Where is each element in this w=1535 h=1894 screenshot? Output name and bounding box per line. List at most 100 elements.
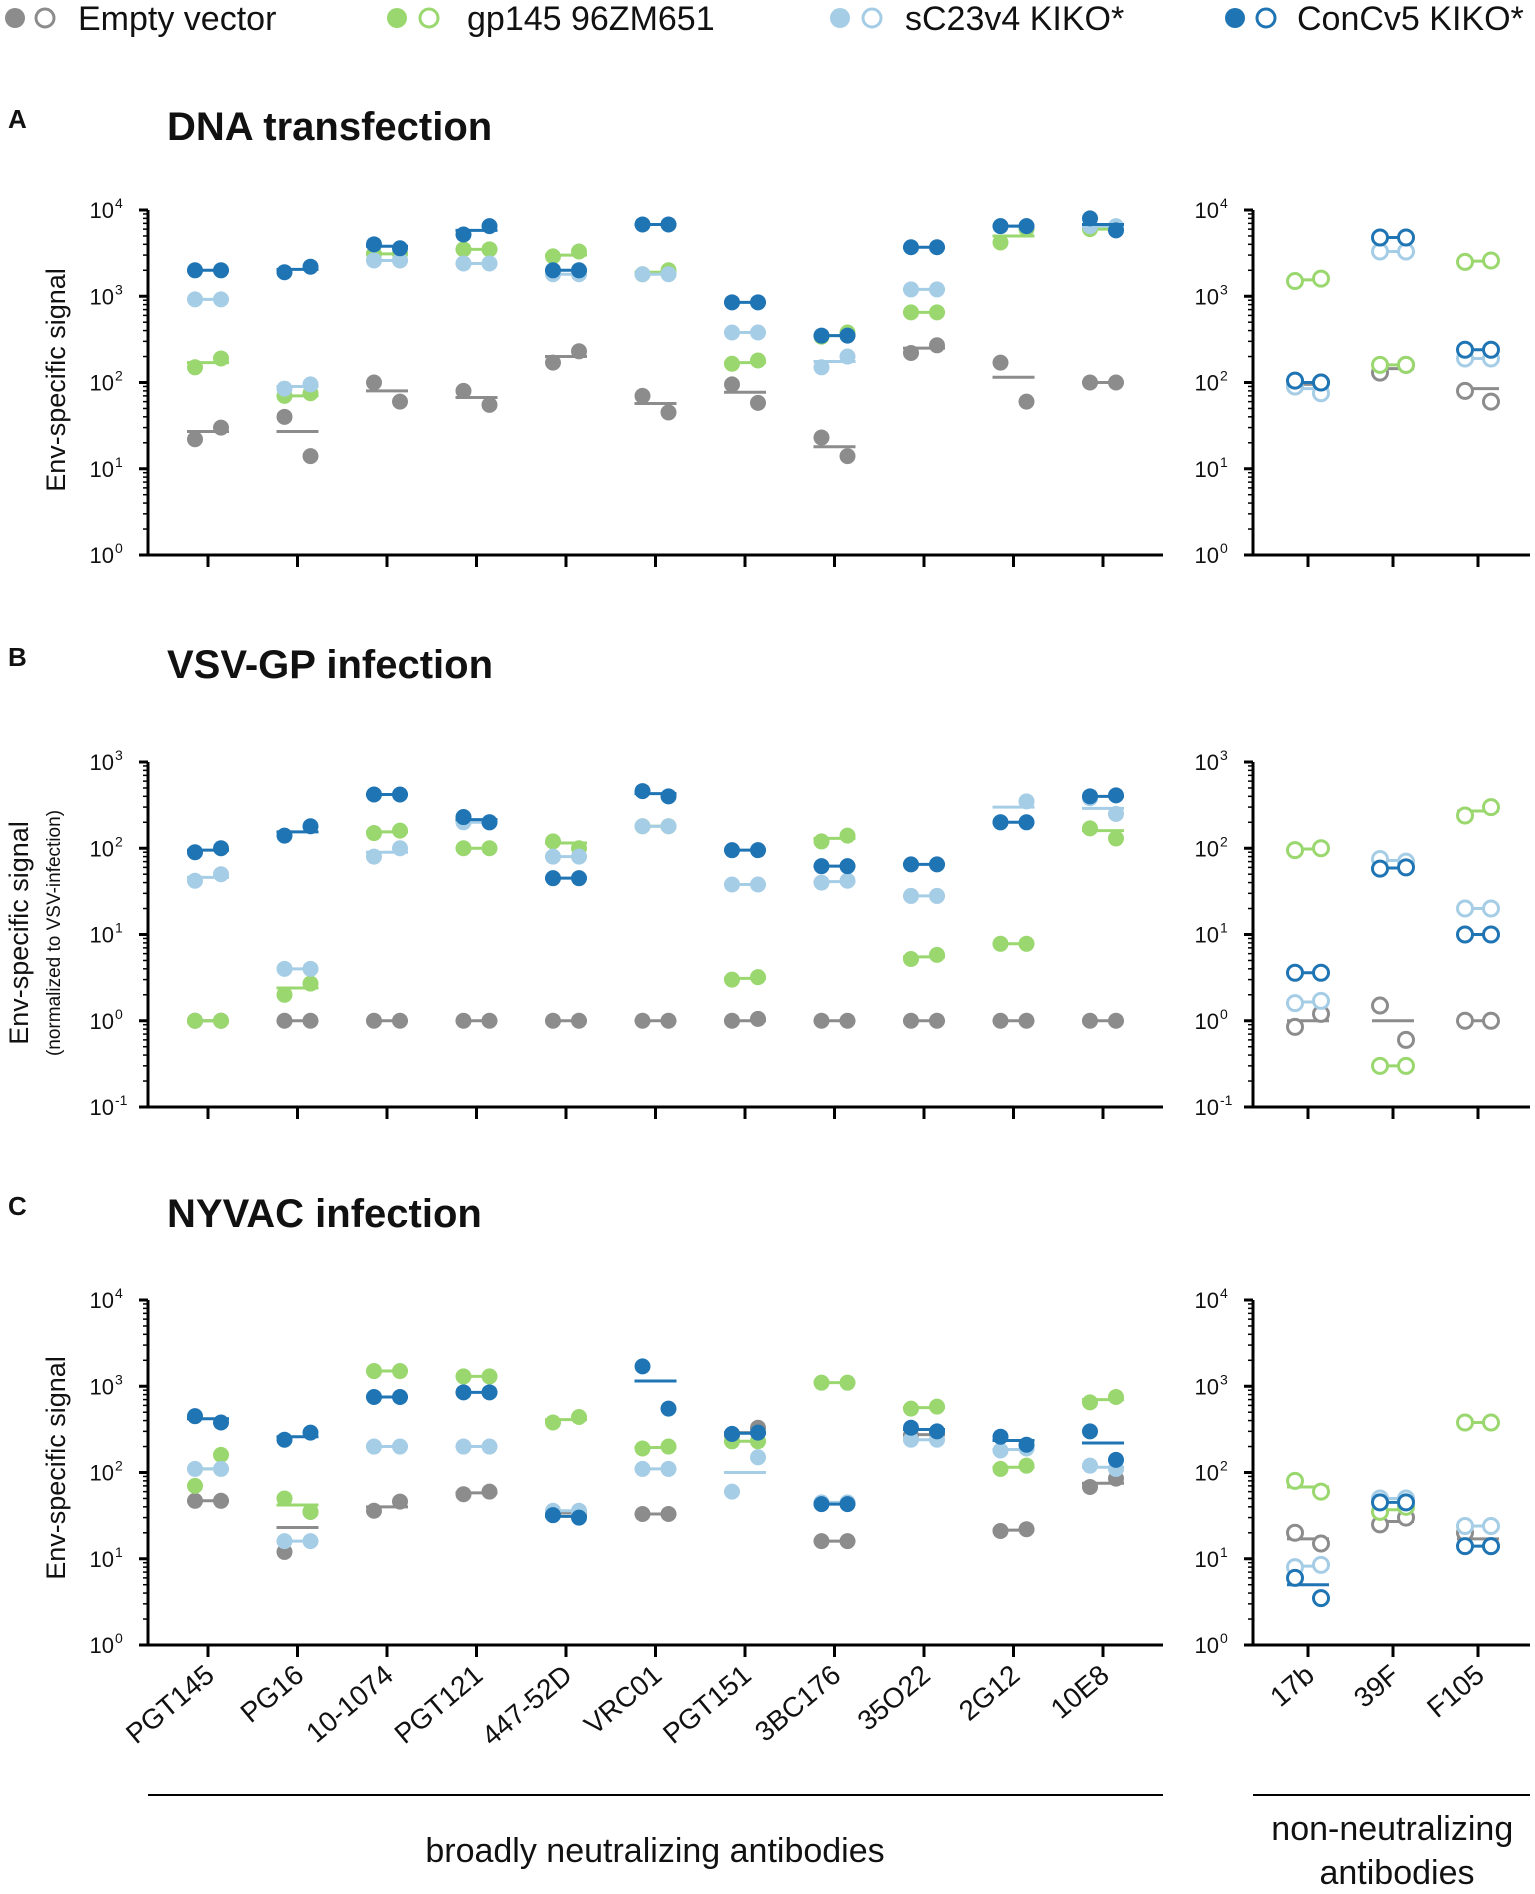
data-point (839, 348, 856, 365)
data-point (545, 248, 561, 265)
y-tick-exponent: 3 (1220, 1371, 1228, 1387)
x-tick-label: 447-52D (476, 1659, 578, 1752)
data-point (392, 822, 408, 839)
data-point (660, 216, 677, 233)
y-axis-label: Env-specific signal (41, 268, 71, 492)
data-point (1286, 272, 1304, 291)
y-tick-exponent: 0 (115, 1006, 123, 1022)
data-point (750, 352, 766, 369)
data-point (392, 240, 408, 257)
x-tick-label: 17b (1264, 1659, 1320, 1713)
panel-b: B VSV-GP infection Env-specific signal (… (4, 642, 1530, 1120)
data-point (903, 304, 919, 321)
data-point (187, 1408, 203, 1425)
data-point (366, 1502, 382, 1519)
data-point (455, 382, 472, 399)
data-point (455, 1012, 472, 1029)
y-tick-exponent: 4 (115, 1285, 123, 1301)
legend-open-marker (1255, 7, 1277, 29)
data-point (1397, 228, 1415, 247)
data-point (213, 840, 229, 857)
y-tick-exponent: 4 (1220, 1285, 1228, 1301)
data-point (545, 1012, 561, 1029)
y-axis-label: Env-specific signal (41, 1356, 71, 1580)
data-point (1286, 1568, 1304, 1587)
data-point (213, 1012, 229, 1029)
data-point (992, 354, 1009, 371)
data-point (366, 848, 382, 865)
legend-open-marker (34, 7, 56, 29)
x-tick-label: PGT145 (120, 1659, 220, 1750)
data-point (839, 448, 856, 465)
x-tick-label: F105 (1421, 1659, 1490, 1724)
data-point (1018, 935, 1035, 952)
data-point (813, 327, 830, 344)
data-point (813, 1533, 830, 1550)
y-tick-exponent: 1 (1220, 1544, 1228, 1560)
data-point (366, 825, 382, 842)
data-point (929, 281, 945, 298)
data-point (750, 1449, 766, 1466)
data-point (1286, 371, 1304, 390)
data-point (660, 1400, 677, 1417)
data-point (276, 960, 293, 977)
data-point (571, 1509, 587, 1526)
data-point (634, 783, 651, 800)
y-tick-exponent: 2 (115, 1458, 123, 1474)
data-point (660, 788, 677, 805)
data-point (1018, 1436, 1035, 1453)
y-tick-exponent: -1 (115, 1092, 128, 1108)
data-point (571, 848, 587, 865)
y-tick-label: 10 (1195, 1547, 1219, 1572)
data-point (455, 809, 472, 826)
data-point (929, 946, 945, 963)
data-point (481, 1012, 498, 1029)
legend-filled-marker (5, 8, 25, 28)
data-point (750, 324, 766, 341)
data-point (1397, 858, 1415, 877)
data-point (1312, 1589, 1330, 1608)
data-point (481, 814, 498, 831)
data-point (1108, 374, 1124, 391)
y-tick-exponent: 1 (115, 920, 123, 936)
y-tick-exponent: 1 (1220, 454, 1228, 470)
data-point (839, 1012, 856, 1029)
data-point (1082, 1423, 1098, 1440)
data-point (724, 876, 740, 893)
data-point (750, 842, 766, 859)
data-point (302, 376, 319, 393)
y-tick-label: 10 (1195, 1288, 1219, 1313)
data-point (750, 294, 766, 311)
y-tick-label: 10 (1195, 923, 1219, 948)
data-point (545, 870, 561, 887)
data-point (634, 1506, 651, 1523)
x-tick-label: PG16 (235, 1659, 310, 1729)
data-point (1456, 252, 1474, 271)
data-point (187, 359, 203, 376)
data-point (1082, 1012, 1098, 1029)
data-point (302, 258, 319, 275)
data-point (366, 1363, 382, 1380)
data-point (455, 1486, 472, 1503)
panel-title: DNA transfection (167, 105, 492, 149)
y-tick-label: 10 (1195, 198, 1219, 223)
data-point (634, 1358, 651, 1375)
data-point (1456, 1011, 1474, 1030)
data-point (213, 1414, 229, 1431)
data-point (1312, 269, 1330, 288)
data-point (1482, 392, 1500, 411)
x-tick-label: 10E8 (1045, 1659, 1115, 1725)
data-point (660, 404, 677, 421)
data-point (839, 1533, 856, 1550)
data-point (634, 387, 651, 404)
data-point (481, 218, 498, 235)
data-point (455, 226, 472, 243)
data-point (1371, 1493, 1389, 1512)
data-point (302, 960, 319, 977)
data-point (571, 243, 587, 260)
data-point (1018, 1012, 1035, 1029)
data-point (481, 255, 498, 272)
y-tick-exponent: 1 (115, 1544, 123, 1560)
data-point (724, 376, 740, 393)
